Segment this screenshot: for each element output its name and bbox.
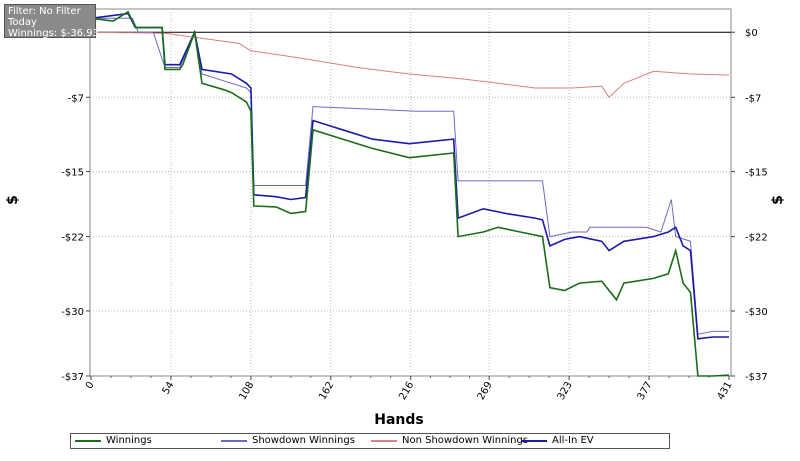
x-axis-ticks: 0 54 108 162 216 269 323 377 431: [84, 376, 735, 402]
y-tick-label-right: -$15: [745, 168, 768, 179]
y-axis-right-ticks: $0 -$7 -$15 -$22 -$30 -$37: [731, 28, 768, 383]
y-tick-label-left: -$7: [68, 93, 84, 104]
x-axis-title: Hands: [374, 412, 424, 428]
y-tick-label-right: -$30: [745, 307, 768, 318]
y-tick-label-right: -$22: [745, 233, 768, 244]
series-line-winnings: [90, 10, 730, 377]
x-tick-label: 269: [476, 380, 495, 402]
x-tick-label: 54: [161, 380, 177, 397]
y-axis-title-left: $: [5, 195, 21, 205]
y-tick-label-left: -$15: [61, 168, 84, 179]
x-tick-label: 377: [636, 380, 655, 402]
filter-info-box: Filter: No Filter Today Winnings: $-36.9…: [4, 4, 99, 39]
x-tick-label: 108: [237, 380, 256, 402]
legend-swatch-showdown: [221, 439, 247, 442]
y-axis-left-ticks: $0-$7-$15-$22-$30-$37: [61, 28, 90, 383]
legend-label-non-showdown: Non Showdown Winnings: [402, 435, 529, 446]
y-axis-title-right: $: [770, 195, 786, 205]
legend: Winnings Showdown Winnings Non Showdown …: [70, 433, 670, 449]
series-line-showdown-winnings: [91, 17, 729, 335]
y-tick-label-right: -$37: [745, 372, 768, 383]
legend-label-all-in-ev: All-In EV: [552, 435, 594, 446]
y-tick-label-left: -$30: [61, 307, 84, 318]
x-tick-label: 0: [84, 380, 97, 391]
series-line-non-showdown-winnings: [90, 31, 730, 99]
legend-swatch-non-showdown: [371, 439, 397, 442]
legend-item-showdown: Showdown Winnings: [221, 435, 355, 446]
filter-period: Today: [8, 17, 37, 28]
filter-winnings: Winnings: $-36.93: [8, 28, 99, 39]
x-tick-label: 216: [397, 380, 416, 402]
legend-item-all-in-ev: All-In EV: [521, 435, 594, 446]
legend-swatch-winnings: [75, 439, 101, 442]
filter-label: Filter: No Filter: [8, 6, 81, 17]
legend-item-winnings: Winnings: [75, 435, 152, 446]
y-tick-label-left: -$22: [61, 233, 84, 244]
y-tick-label-right: -$7: [745, 93, 761, 104]
series-lines: [90, 10, 730, 377]
legend-swatch-all-in-ev: [521, 439, 547, 442]
legend-label-showdown: Showdown Winnings: [252, 435, 355, 446]
legend-label-winnings: Winnings: [106, 435, 152, 446]
x-tick-label: 323: [556, 380, 575, 402]
legend-item-non-showdown: Non Showdown Winnings: [371, 435, 528, 446]
x-tick-label: 162: [317, 380, 336, 402]
x-tick-label: 431: [716, 380, 735, 402]
y-tick-label-left: -$37: [61, 372, 84, 383]
y-tick-label-right: $0: [745, 28, 758, 39]
grid: [90, 9, 731, 376]
